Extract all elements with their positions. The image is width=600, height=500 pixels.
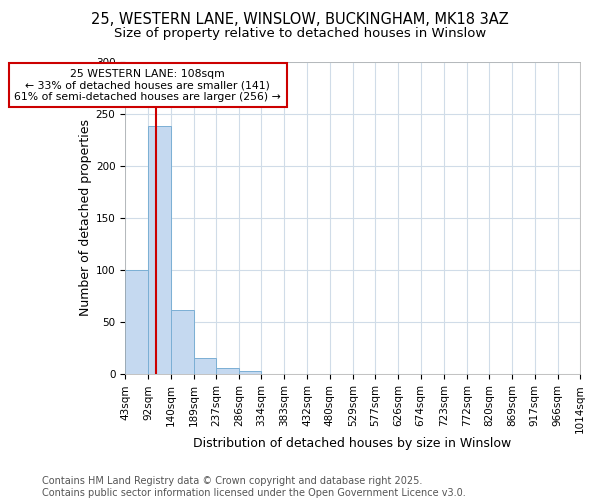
- Y-axis label: Number of detached properties: Number of detached properties: [79, 120, 92, 316]
- Bar: [148, 126, 170, 374]
- Text: Size of property relative to detached houses in Winslow: Size of property relative to detached ho…: [114, 28, 486, 40]
- Bar: [125, 270, 148, 374]
- X-axis label: Distribution of detached houses by size in Winslow: Distribution of detached houses by size …: [193, 437, 512, 450]
- Text: Contains HM Land Registry data © Crown copyright and database right 2025.
Contai: Contains HM Land Registry data © Crown c…: [42, 476, 466, 498]
- Text: 25 WESTERN LANE: 108sqm
← 33% of detached houses are smaller (141)
61% of semi-d: 25 WESTERN LANE: 108sqm ← 33% of detache…: [14, 69, 281, 102]
- Bar: [239, 372, 262, 374]
- Bar: [194, 358, 216, 374]
- Text: 25, WESTERN LANE, WINSLOW, BUCKINGHAM, MK18 3AZ: 25, WESTERN LANE, WINSLOW, BUCKINGHAM, M…: [91, 12, 509, 28]
- Bar: [170, 310, 194, 374]
- Bar: [216, 368, 239, 374]
